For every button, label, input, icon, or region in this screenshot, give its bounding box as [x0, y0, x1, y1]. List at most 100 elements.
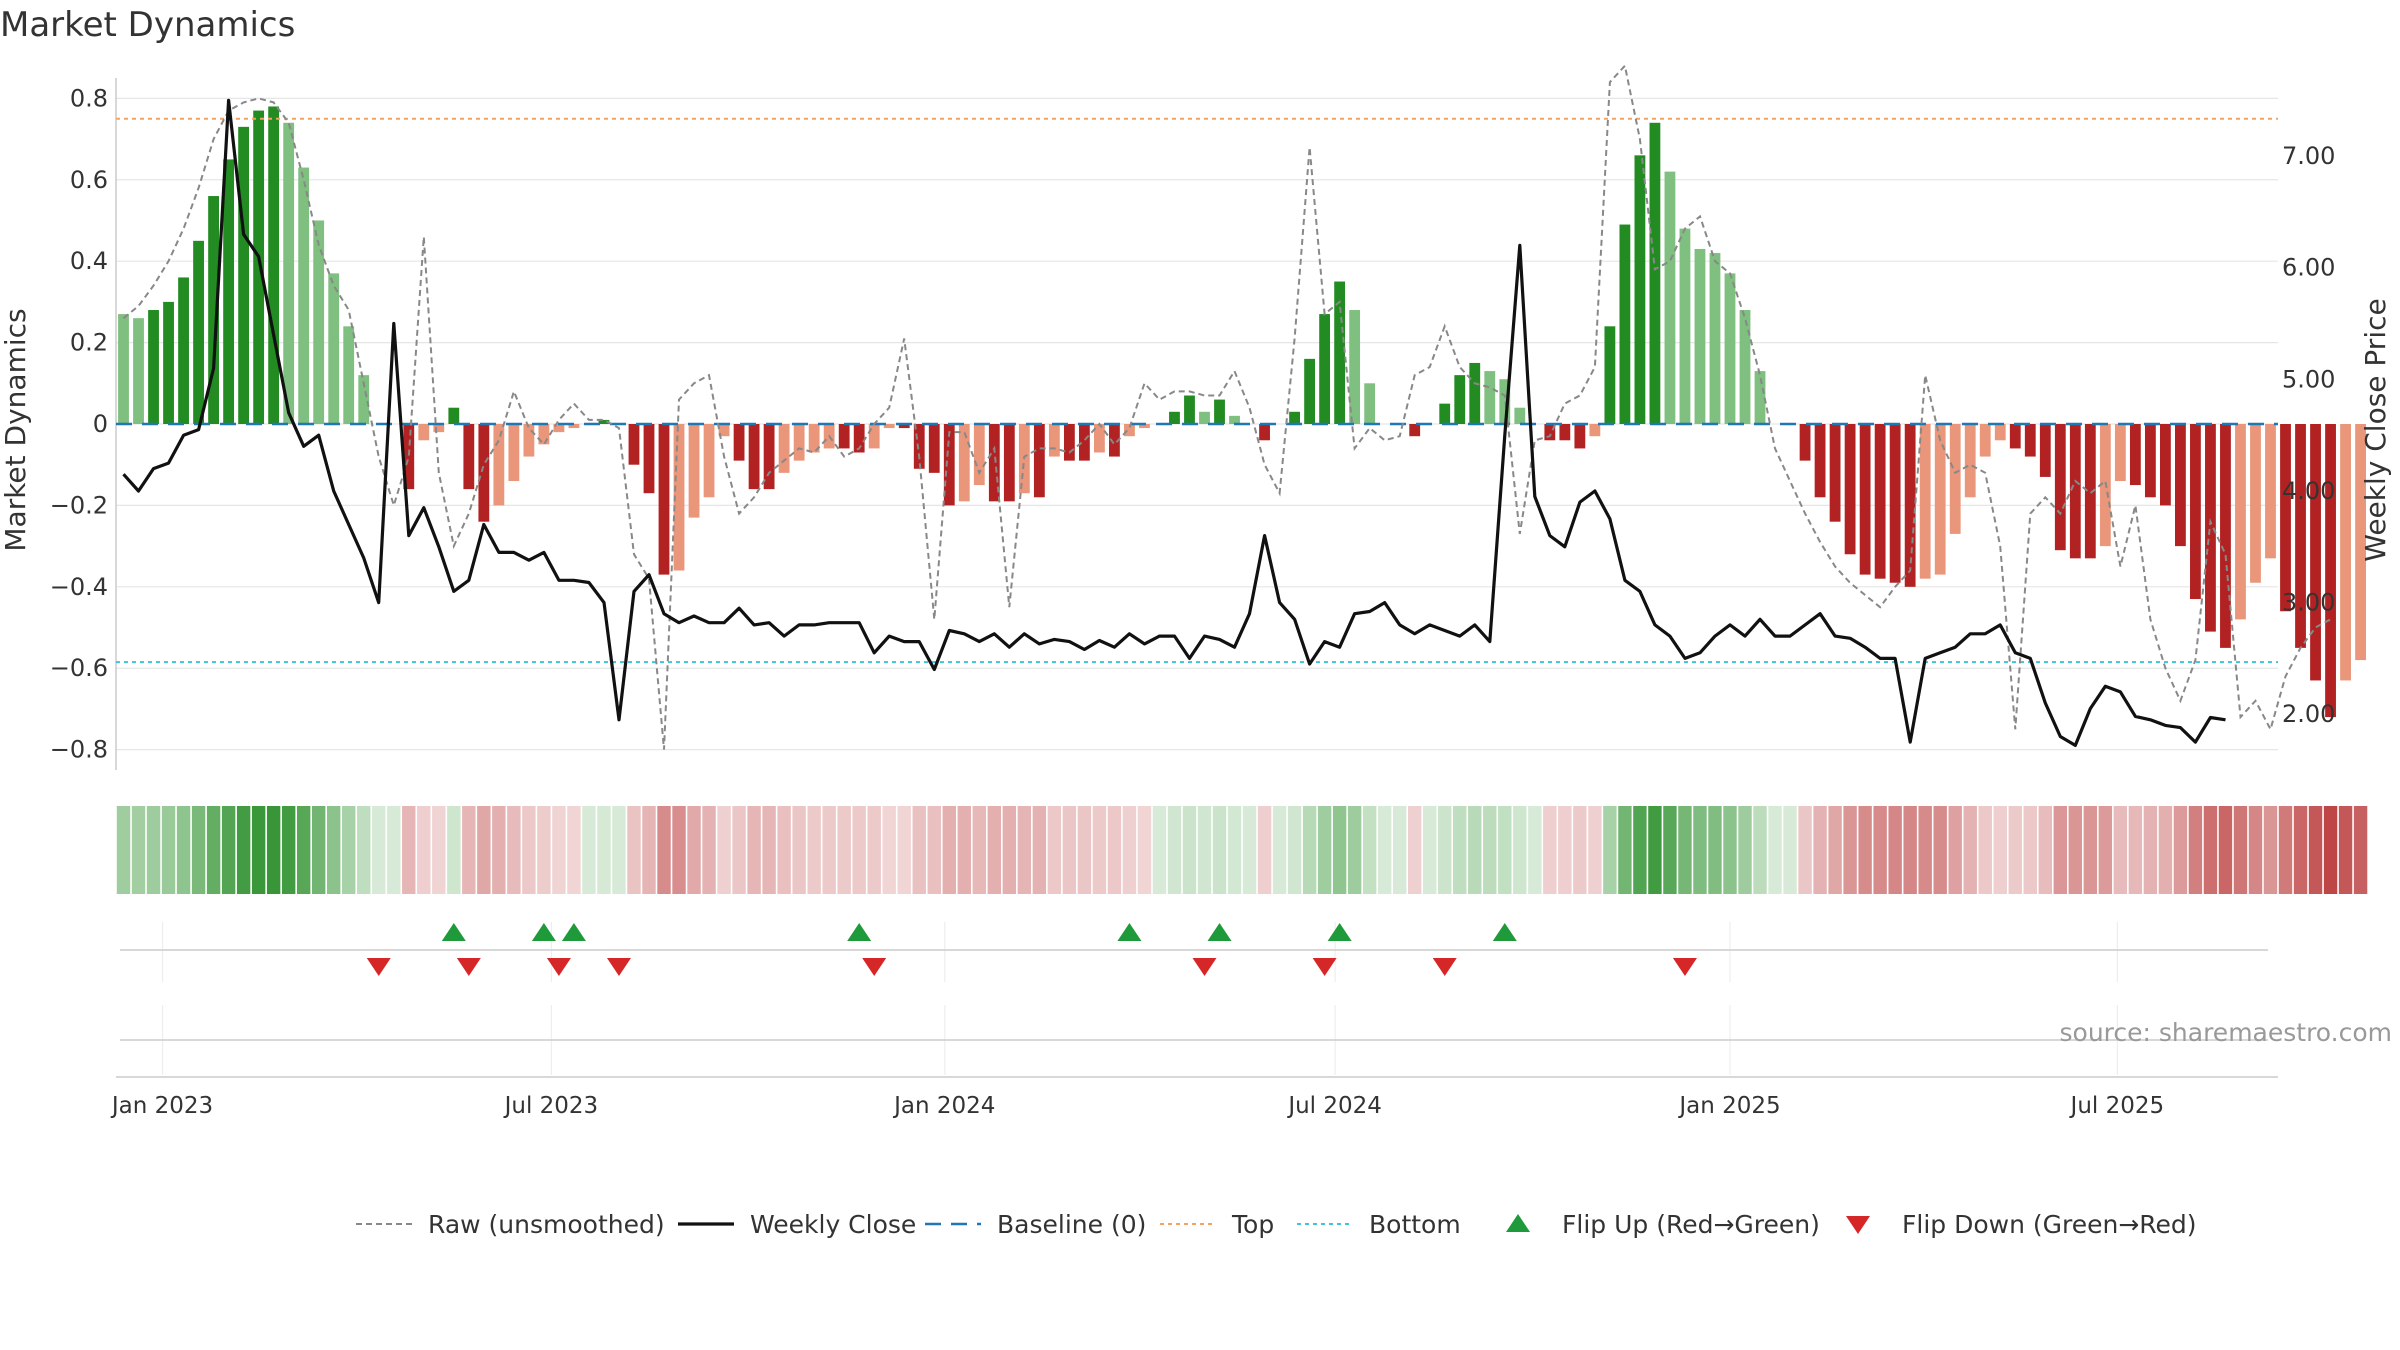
dynamics-bar [2069, 424, 2081, 559]
regime-cell [987, 806, 1002, 894]
regime-cell [1483, 806, 1497, 894]
dynamics-bar [1994, 424, 2006, 441]
flip-up-marker [441, 923, 466, 941]
regime-cell [1137, 806, 1152, 894]
flip-down-marker [862, 958, 887, 976]
dynamics-bar [448, 407, 460, 424]
regime-cell [1077, 806, 1092, 894]
flip-down-marker [1192, 958, 1217, 976]
regime-cell [1663, 806, 1677, 894]
dynamics-bar [1094, 424, 1105, 453]
regime-cell [1843, 806, 1857, 894]
regime-cell [1528, 806, 1542, 894]
regime-cell [477, 806, 491, 894]
dynamics-bar [1844, 424, 1856, 555]
regime-cell [2218, 806, 2233, 894]
regime-cell [131, 806, 146, 894]
dynamics-bar [598, 419, 610, 424]
regime-cell [1603, 806, 1617, 894]
regime-cell [1693, 806, 1707, 894]
dynamics-bar [1139, 424, 1150, 429]
x-tick-label: Jan 2025 [1677, 1093, 1780, 1119]
dynamics-bar [943, 424, 955, 506]
regime-cell [206, 806, 221, 894]
regime-cell [1753, 806, 1767, 894]
dynamics-bar [1724, 273, 1736, 424]
regime-cell [1257, 806, 1272, 894]
regime-cell [537, 806, 551, 894]
regime-cell [1723, 806, 1737, 894]
dynamics-bar [1979, 424, 1991, 457]
regime-cell [146, 806, 161, 894]
dynamics-bar [1349, 310, 1361, 424]
dynamics-bar [2340, 424, 2351, 681]
regime-cell [717, 806, 731, 894]
legend-swatch-flip-down [1846, 1216, 1870, 1234]
dynamics-bar [2295, 424, 2306, 648]
legend-label: Bottom [1369, 1210, 1461, 1239]
regime-cell [1618, 806, 1632, 894]
dynamics-bar [2039, 424, 2051, 477]
x-tick-label: Jan 2024 [892, 1093, 995, 1119]
dynamics-bar [283, 122, 295, 424]
x-tick-label: Jul 2024 [1286, 1093, 1382, 1119]
reference-lines [116, 117, 2278, 664]
regime-cell [1182, 806, 1197, 894]
dynamics-bar [2114, 424, 2126, 481]
dynamics-bar [463, 424, 475, 490]
dynamics-bar [1664, 171, 1676, 424]
regime-cell [2233, 806, 2248, 894]
dynamics-bar [1259, 424, 1270, 441]
regime-cell [972, 806, 987, 894]
legend-label: Baseline (0) [997, 1210, 1146, 1239]
regime-cell [2248, 806, 2263, 894]
regime-cell [1407, 806, 1422, 894]
dynamics-bar [193, 240, 204, 424]
regime-cell [116, 806, 131, 894]
regime-cell [927, 806, 941, 894]
regime-cell [1002, 806, 1017, 894]
regime-cell [1347, 806, 1362, 894]
regime-cell [1738, 806, 1752, 894]
dynamics-bar [1754, 371, 1766, 424]
regime-cell [2008, 806, 2022, 894]
dynamics-bar [2250, 424, 2261, 583]
regime-cell [1167, 806, 1182, 894]
dynamics-bar [178, 277, 189, 424]
regime-cell [1017, 806, 1032, 894]
regime-cell [762, 806, 776, 894]
dynamics-bar [403, 424, 415, 490]
regime-cell [372, 806, 386, 894]
dynamics-bar [1409, 424, 1421, 437]
dynamics-bar [763, 424, 775, 490]
regime-cell [221, 806, 236, 894]
flip-up-marker [561, 923, 586, 941]
regime-cell [957, 806, 971, 894]
regime-cell [1813, 806, 1827, 894]
regime-cell [1287, 806, 1302, 894]
regime-cell [2353, 806, 2368, 894]
legend-label: Weekly Close [750, 1210, 916, 1239]
dynamics-bar [268, 106, 280, 425]
dynamics-bar [568, 424, 580, 429]
dynamics-bar [1169, 411, 1180, 424]
regime-cell [1152, 806, 1167, 894]
regime-cell [462, 806, 476, 894]
regime-cell [1092, 806, 1107, 894]
dynamics-bar [523, 424, 535, 457]
regime-cell [1107, 806, 1122, 894]
dynamics-bar [1904, 424, 1916, 587]
dynamics-bar [1364, 383, 1376, 424]
regime-cell [417, 806, 431, 894]
regime-cell [897, 806, 911, 894]
regime-cell [627, 806, 641, 894]
dynamics-bar [1829, 424, 1841, 522]
dynamics-bar [223, 159, 235, 425]
dynamics-bar [898, 424, 910, 429]
dynamics-bar [748, 424, 760, 490]
regime-cell [1558, 806, 1572, 894]
dynamics-bar [688, 424, 700, 518]
regime-cell [1392, 806, 1407, 894]
legend-label: Flip Up (Red→Green) [1562, 1210, 1820, 1239]
dynamics-bar [1949, 424, 1961, 534]
